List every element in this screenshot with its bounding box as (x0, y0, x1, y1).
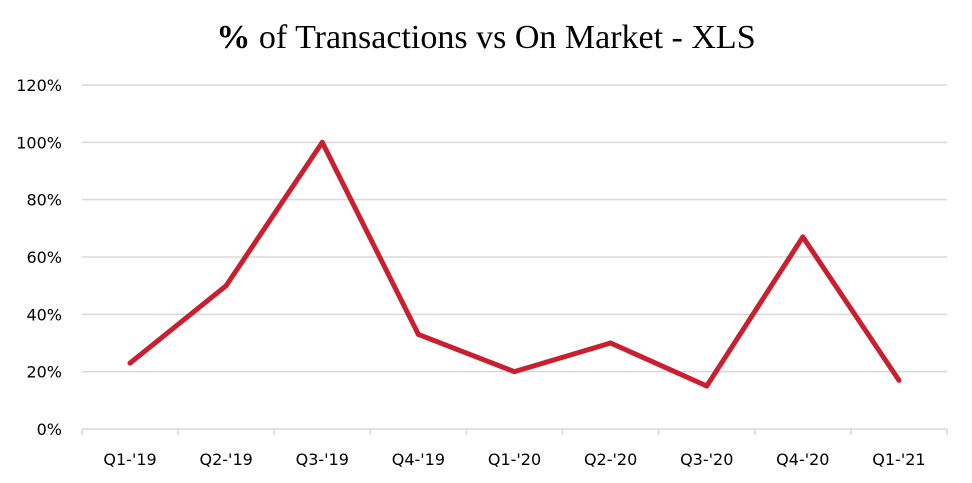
series-layer (127, 139, 902, 389)
data-point (896, 377, 902, 383)
data-point (223, 283, 229, 289)
data-point (415, 331, 421, 337)
x-tick-label: Q1-'21 (872, 450, 925, 469)
x-tick-label: Q2-'20 (584, 450, 637, 469)
y-axis-ticks: 0% 20% 40% 60% 80% 100% 120% (16, 76, 62, 439)
data-point (704, 383, 710, 389)
y-tick-label: 40% (26, 305, 62, 324)
x-tick-label: Q4-'20 (776, 450, 829, 469)
chart-title-bold: % (216, 19, 250, 56)
y-tick-label: 0% (37, 420, 62, 439)
y-tick-label: 120% (16, 76, 62, 95)
chart-title-rest: of Transactions vs On Market - XLS (250, 19, 755, 56)
data-point (319, 139, 325, 145)
x-tick-label: Q1-'20 (488, 450, 541, 469)
data-point (800, 234, 806, 240)
series-line (127, 139, 902, 389)
x-tick-label: Q3-'19 (296, 450, 349, 469)
y-tick-label: 60% (26, 248, 62, 267)
data-point (608, 340, 614, 346)
data-point (127, 360, 133, 366)
x-tick-label: Q2-'19 (200, 450, 253, 469)
x-axis-ticks: Q1-'19 Q2-'19 Q3-'19 Q4-'19 Q1-'20 Q2-'20 Q3-'… (81, 429, 948, 469)
x-tick-label: Q4-'19 (392, 450, 445, 469)
data-point (512, 369, 517, 375)
gridlines (82, 84, 947, 430)
y-tick-label: 100% (16, 133, 62, 152)
y-tick-label: 20% (26, 363, 62, 382)
x-tick-label: Q3-'20 (680, 450, 733, 469)
y-tick-label: 80% (26, 191, 62, 210)
x-tick-label: Q1-'19 (103, 450, 156, 469)
chart-title: % of Transactions vs On Market - XLS (216, 19, 755, 56)
